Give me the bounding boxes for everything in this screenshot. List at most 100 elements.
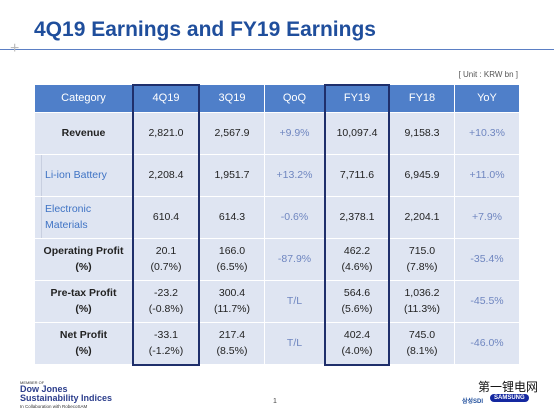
table-cell: 614.3 bbox=[200, 197, 265, 239]
cell-text: Electronic Materials bbox=[45, 203, 92, 231]
cell-text: -23.2 bbox=[154, 287, 178, 300]
table-cell: T/L bbox=[265, 323, 325, 365]
cell-text: -87.9% bbox=[277, 252, 312, 265]
table-cell: -46.0% bbox=[455, 323, 520, 365]
table-cell: 300.4 (11.7%) bbox=[200, 281, 265, 323]
cell-text: 10,097.4 bbox=[336, 126, 378, 139]
column-header: FY18 bbox=[390, 85, 455, 113]
table-cell: -23.2 (-0.8%) bbox=[133, 281, 200, 323]
cell-text: (8.1%) bbox=[406, 344, 438, 357]
cell-text: -45.5% bbox=[470, 294, 504, 307]
cell-text: (-1.2%) bbox=[148, 344, 184, 357]
cell-text: 1,951.7 bbox=[214, 168, 250, 181]
cell-text: +9.9% bbox=[279, 126, 310, 139]
cell-text: 614.3 bbox=[218, 210, 246, 223]
cell-text: 402.4 bbox=[343, 329, 371, 342]
cell-text: 6,945.9 bbox=[404, 168, 440, 181]
table-cell: +10.3% bbox=[455, 113, 520, 155]
cell-text: 2,208.4 bbox=[148, 168, 184, 181]
table-cell: 9,158.3 bbox=[390, 113, 455, 155]
footer-text: MEMBER OF bbox=[20, 380, 45, 385]
decor: + bbox=[10, 40, 20, 57]
cell-text: (4.6%) bbox=[341, 260, 373, 273]
column-header: 4Q19 bbox=[133, 85, 200, 113]
cell-text: 300.4 bbox=[218, 287, 246, 300]
cell-text: -46.0% bbox=[470, 336, 504, 349]
table-cell: 6,945.9 bbox=[390, 155, 455, 197]
cell-text: Operating Profit bbox=[43, 245, 124, 258]
table-cell: -0.6% bbox=[265, 197, 325, 239]
table-cell: 745.0 (8.1%) bbox=[390, 323, 455, 365]
column-header: QoQ bbox=[265, 85, 325, 113]
brand: SAMSUNG bbox=[490, 394, 529, 402]
table-cell: 402.4 (4.0%) bbox=[325, 323, 390, 365]
cell-text: Net Profit bbox=[59, 329, 108, 342]
cell-text: (11.3%) bbox=[404, 302, 440, 315]
cell-text: 610.4 bbox=[152, 210, 180, 223]
row-label: Revenue bbox=[35, 113, 133, 155]
column-header: 3Q19 bbox=[200, 85, 265, 113]
cell-text: +13.2% bbox=[276, 168, 313, 181]
table-cell: -87.9% bbox=[265, 239, 325, 281]
cell-text: (6.5%) bbox=[216, 260, 248, 273]
table-cell: 715.0 (7.8%) bbox=[390, 239, 455, 281]
table-cell: 166.0 (6.5%) bbox=[200, 239, 265, 281]
cell-text: -0.6% bbox=[280, 210, 309, 223]
cell-text: 9,158.3 bbox=[404, 126, 440, 139]
unit-note: [ Unit : KRW bn ] bbox=[458, 70, 518, 79]
cell-text: (5.6%) bbox=[341, 302, 373, 315]
cell-text: 20.1 bbox=[155, 245, 177, 258]
cell-text: Revenue bbox=[61, 126, 106, 139]
column-header: YoY bbox=[455, 85, 520, 113]
table-cell: 10,097.4 bbox=[325, 113, 390, 155]
column-header: Category bbox=[35, 85, 133, 113]
cell-text: (7.8%) bbox=[406, 260, 438, 273]
row-label: Li-ion Battery bbox=[35, 155, 133, 197]
watermark: 第一锂电网 bbox=[478, 380, 539, 394]
table-cell: +7.9% bbox=[455, 197, 520, 239]
cell-text: -33.1 bbox=[154, 329, 178, 342]
table-cell: 217.4 (8.5%) bbox=[200, 323, 265, 365]
table-cell: 1,951.7 bbox=[200, 155, 265, 197]
table-cell: 462.2 (4.6%) bbox=[325, 239, 390, 281]
table-cell: 2,204.1 bbox=[390, 197, 455, 239]
table-cell: +11.0% bbox=[455, 155, 520, 197]
table-cell: 564.6 (5.6%) bbox=[325, 281, 390, 323]
page-number: 1 bbox=[273, 398, 277, 405]
cell-text: (-0.8%) bbox=[148, 302, 184, 315]
cell-text: +10.3% bbox=[469, 126, 505, 139]
table-cell: -45.5% bbox=[455, 281, 520, 323]
cell-text: 715.0 bbox=[408, 245, 436, 258]
table-cell: 2,821.0 bbox=[133, 113, 200, 155]
cell-text: 1,036.2 bbox=[404, 287, 440, 300]
cell-text: 7,711.6 bbox=[339, 168, 375, 181]
footer-logo: Dow Jones bbox=[20, 384, 68, 394]
table-cell: 2,208.4 bbox=[133, 155, 200, 197]
table-cell: -35.4% bbox=[455, 239, 520, 281]
cell-text: -35.4% bbox=[470, 252, 504, 265]
row-label: Operating Profit (%) bbox=[35, 239, 133, 281]
cell-text: Li-ion Battery bbox=[45, 168, 107, 181]
table-cell: 7,711.6 bbox=[325, 155, 390, 197]
cell-text: 462.2 bbox=[343, 245, 371, 258]
cell-text: 2,567.9 bbox=[214, 126, 250, 139]
cell-text: Pre-tax Profit bbox=[50, 287, 117, 300]
cell-text: +11.0% bbox=[469, 168, 505, 181]
table-cell: 20.1 (0.7%) bbox=[133, 239, 200, 281]
cell-text: 2,821.0 bbox=[148, 126, 184, 139]
row-label: Electronic Materials bbox=[35, 197, 133, 239]
cell-text: 564.6 bbox=[343, 287, 371, 300]
brand: 삼성SDI bbox=[462, 399, 484, 405]
footer-text: In Collaboration with RobecoSAM bbox=[20, 404, 88, 409]
cell-text: (8.5%) bbox=[216, 344, 248, 357]
cell-text: T/L bbox=[286, 336, 303, 349]
table-cell: T/L bbox=[265, 281, 325, 323]
cell-text: 2,378.1 bbox=[339, 210, 375, 223]
footer-logo: Sustainability Indices bbox=[20, 393, 113, 403]
cell-text: 745.0 bbox=[408, 329, 436, 342]
cell-text: 217.4 bbox=[218, 329, 246, 342]
table-cell: 610.4 bbox=[133, 197, 200, 239]
table-cell: +9.9% bbox=[265, 113, 325, 155]
row-label: Net Profit (%) bbox=[35, 323, 133, 365]
